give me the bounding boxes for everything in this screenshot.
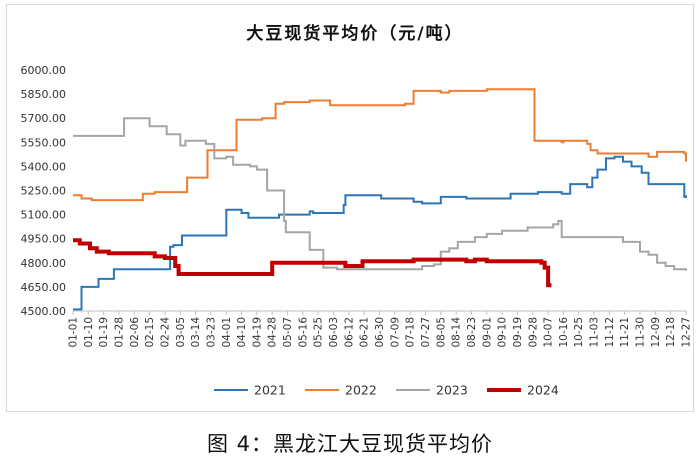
series-line-2021 xyxy=(73,155,687,311)
x-tick-label: 08-23 xyxy=(466,317,478,348)
x-tick-label: 07-09 xyxy=(389,317,401,348)
x-tick-label: 09-01 xyxy=(481,317,493,348)
x-tick-label: 04-28 xyxy=(267,317,279,348)
x-tick-label: 09-19 xyxy=(512,317,524,348)
x-tick-label: 07-18 xyxy=(405,317,417,348)
x-tick-label: 03-05 xyxy=(175,317,187,348)
y-tick-label: 4500.00 xyxy=(21,305,67,318)
x-tick-label: 03-23 xyxy=(205,317,217,348)
chart-frame xyxy=(6,4,694,412)
y-tick-label: 5550.00 xyxy=(21,136,67,149)
y-tick-label: 4650.00 xyxy=(21,281,67,294)
series-line-2023 xyxy=(73,117,687,271)
y-axis-labels: 4500.00 4650.00 4800.00 4950.00 5100.00 5250.… xyxy=(21,64,67,318)
x-tick-label: 09-28 xyxy=(527,317,539,348)
x-tick-label: 01-01 xyxy=(68,317,80,348)
y-tick-label: 5700.00 xyxy=(21,112,67,125)
x-tick-label: 02-24 xyxy=(159,317,171,348)
x-tick-label: 05-25 xyxy=(313,317,325,348)
line-chart: 大豆现货平均价（元/吨） 4500.00 4650.00 4800.00 4950.0… xyxy=(21,23,693,398)
x-tick-label: 05-07 xyxy=(282,317,294,348)
x-tick-label: 11-12 xyxy=(604,317,616,348)
legend-label: 2023 xyxy=(436,383,468,398)
figure-caption: 图 4：黑龙江大豆现货平均价 xyxy=(206,432,494,456)
y-tick-label: 4800.00 xyxy=(21,257,67,270)
y-tick-label: 5100.00 xyxy=(21,209,67,222)
x-tick-label: 12-09 xyxy=(650,317,662,348)
x-tick-label: 09-10 xyxy=(497,317,509,348)
x-tick-label: 04-01 xyxy=(221,317,233,348)
y-tick-label: 4950.00 xyxy=(21,233,67,246)
x-tick-label: 01-10 xyxy=(83,317,95,348)
y-tick-label: 5400.00 xyxy=(21,160,67,173)
x-tick-label: 11-21 xyxy=(619,317,631,348)
legend-label: 2021 xyxy=(254,383,286,398)
y-tick-label: 6000.00 xyxy=(21,64,67,77)
series-lines xyxy=(73,88,687,311)
x-tick-label: 12-27 xyxy=(681,317,693,348)
x-tick-label: 01-19 xyxy=(98,317,110,348)
x-tick-label: 01-28 xyxy=(113,317,125,348)
x-tick-label: 03-14 xyxy=(190,317,202,348)
legend-label: 2022 xyxy=(345,383,377,398)
x-tick-label: 10-25 xyxy=(573,317,585,348)
x-tick-label: 06-12 xyxy=(343,317,355,348)
legend: 2021 2022 2023 2024 xyxy=(214,383,559,398)
x-tick-label: 04-19 xyxy=(251,317,263,348)
x-axis: 01-01 01-10 01-19 01-28 02-06 02-15 02-24 03-05… xyxy=(68,310,693,348)
x-tick-label: 06-03 xyxy=(328,317,340,348)
x-tick-label: 08-14 xyxy=(451,317,463,348)
x-tick-label: 07-27 xyxy=(420,317,432,348)
x-tick-label: 02-15 xyxy=(144,317,156,348)
x-tick-label: 12-18 xyxy=(665,317,677,348)
x-tick-label: 10-16 xyxy=(558,317,570,348)
chart-title: 大豆现货平均价（元/吨） xyxy=(246,23,463,44)
x-tick-label: 05-16 xyxy=(297,317,309,348)
y-tick-label: 5250.00 xyxy=(21,185,67,198)
y-tick-label: 5850.00 xyxy=(21,88,67,101)
x-tick-label: 06-21 xyxy=(359,317,371,348)
x-tick-label: 11-03 xyxy=(589,317,601,348)
x-tick-label: 02-06 xyxy=(129,317,141,348)
x-tick-label: 11-30 xyxy=(635,317,647,348)
x-tick-label: 08-05 xyxy=(435,317,447,348)
series-line-2022 xyxy=(73,88,687,202)
series-line-2024 xyxy=(73,238,552,288)
x-tick-label: 10-07 xyxy=(543,317,555,348)
legend-label: 2024 xyxy=(527,383,559,398)
x-tick-label: 04-10 xyxy=(236,317,248,348)
x-tick-label: 06-30 xyxy=(374,317,386,348)
